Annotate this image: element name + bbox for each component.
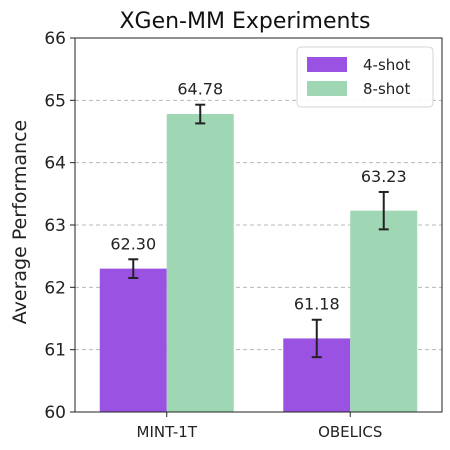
x-tick-labels: MINT-1T OBELICS (137, 412, 382, 441)
data-label: 63.23 (361, 167, 407, 186)
y-tick-label: 63 (44, 216, 66, 236)
y-tick-labels: 60 61 62 63 64 65 66 (44, 29, 75, 423)
legend: 4-shot 8-shot (296, 46, 434, 108)
data-label: 62.30 (110, 234, 156, 253)
legend-swatch (307, 81, 347, 96)
x-tick-label: MINT-1T (137, 423, 198, 441)
grid-lines (75, 99, 442, 351)
y-tick-label: 62 (44, 278, 66, 298)
bar (350, 210, 418, 412)
data-label: 64.78 (177, 80, 223, 99)
legend-label: 4-shot (363, 56, 410, 74)
y-tick-label: 60 (44, 403, 66, 423)
bars (99, 114, 418, 413)
legend-swatch (307, 57, 347, 72)
y-axis-label: Average Performance (9, 120, 31, 324)
value-labels: 62.30 64.78 61.18 63.23 (110, 80, 406, 314)
plot-frame (74, 37, 443, 413)
y-tick-label: 61 (44, 341, 66, 361)
y-tick-label: 64 (44, 154, 66, 174)
error-bars (128, 103, 389, 359)
y-tick-label: 66 (44, 29, 66, 49)
chart-title: XGen-MM Experiments (119, 9, 370, 34)
bar (166, 114, 234, 413)
bar (99, 268, 167, 412)
data-label: 61.18 (294, 295, 340, 314)
x-tick-label: OBELICS (318, 423, 382, 441)
legend-label: 8-shot (363, 80, 410, 98)
y-tick-label: 65 (44, 91, 66, 111)
